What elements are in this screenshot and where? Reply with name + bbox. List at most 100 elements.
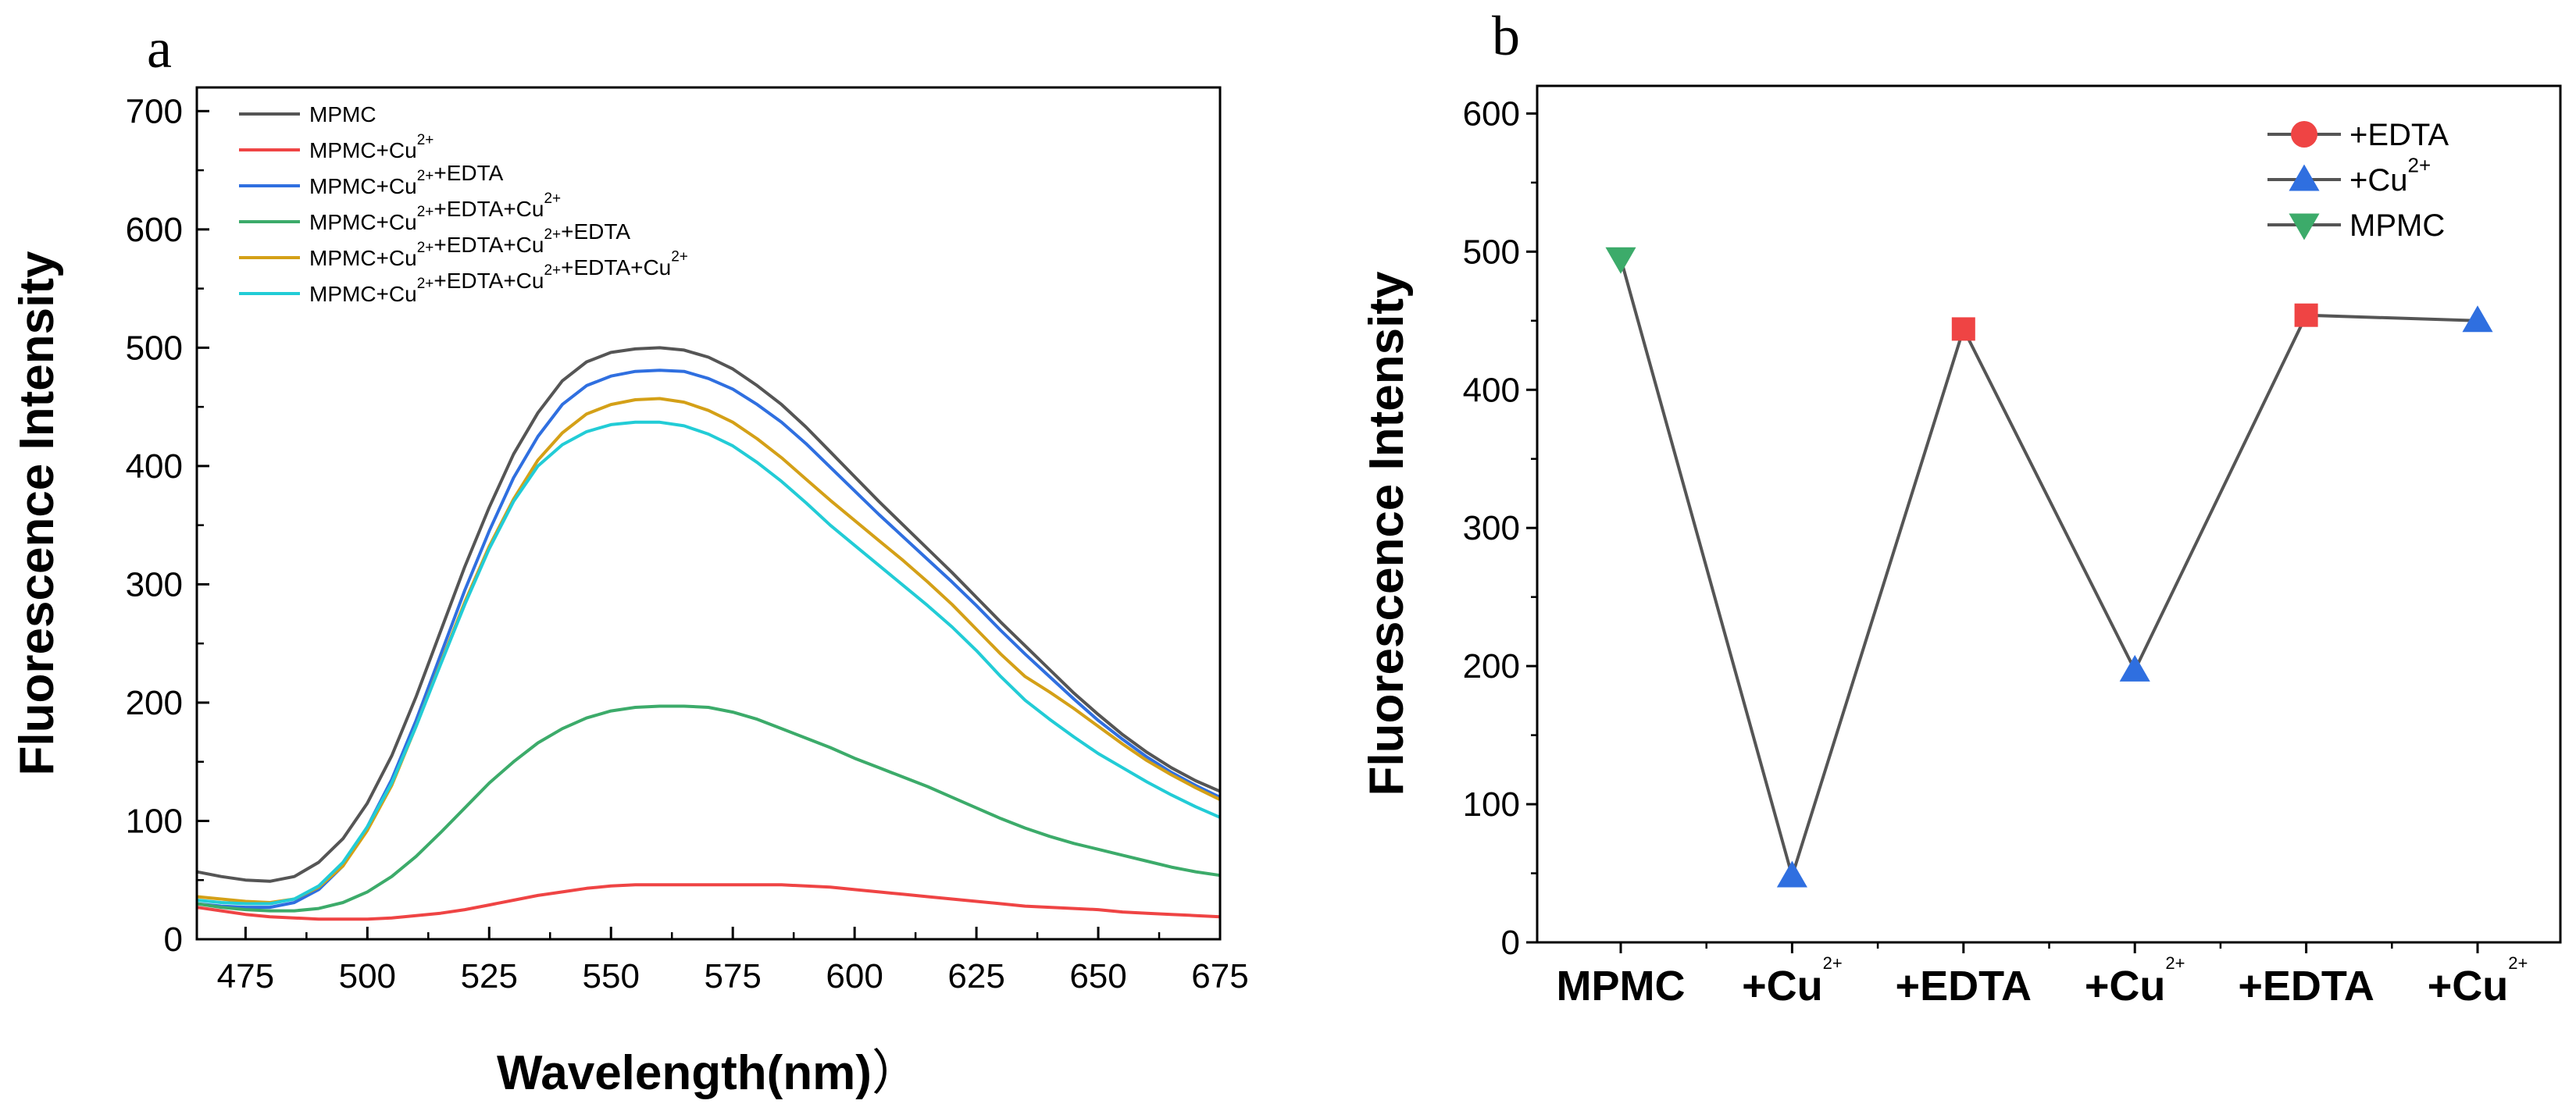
panel-a-legend-label-4: MPMC+Cu2++EDTA+Cu2+ — [309, 191, 561, 234]
panel-b-y-tick-label: 100 — [1463, 785, 1520, 824]
panel-a-x-tick-label: 575 — [704, 957, 761, 995]
panel-a-legend-label-6: MPMC+Cu2++EDTA+Cu2++EDTA+Cu2+ — [309, 249, 688, 306]
panel-a-legend-label-2-part1-sup: 2+ — [417, 132, 434, 148]
panel-a-x-axis-title: Wavelength(nm)） — [497, 1046, 920, 1100]
panel-a-y-tick-label: 700 — [126, 92, 183, 130]
panel-b-y-tick-label: 200 — [1463, 647, 1520, 685]
panel-b-legend-marker-3 — [2289, 213, 2320, 240]
panel-a-legend-label-4-part1-sup: 2+ — [417, 204, 434, 220]
panel-a-legend-label-6-part1-text: MPMC+Cu — [309, 282, 417, 306]
panel-a-legend-label-2-part1-text: MPMC+Cu — [309, 138, 417, 162]
panel-b-y-tick-label: 600 — [1463, 94, 1520, 133]
panel-b-category-label-2: +Cu2+ — [1742, 953, 1843, 1010]
panel-a-legend-label-5: MPMC+Cu2++EDTA+Cu2++EDTA — [309, 219, 630, 270]
panel-a-series-line-6 — [196, 420, 1221, 906]
panel-a-legend-label-6-part1-sup: 2+ — [417, 276, 434, 292]
panel-a-x-tick-label: 600 — [826, 957, 883, 995]
panel-b-legend-label-2-text: +Cu — [2349, 163, 2408, 198]
panel-b-category-label-5: +EDTA — [2238, 963, 2374, 1010]
panel-a-y-tick-label: 0 — [164, 920, 183, 959]
panel-b-y-tick-label: 0 — [1501, 924, 1520, 962]
panel-a-legend-label-6-part3-text: +EDTA+Cu — [561, 255, 671, 280]
panel-a-x-tick-label: 625 — [947, 957, 1004, 995]
panel-a-x-axis-title-main: Wavelength(nm) — [497, 1046, 872, 1100]
panel-a-legend-label-3: MPMC+Cu2++EDTA — [309, 161, 504, 198]
panel-a-y-tick-label: 400 — [126, 447, 183, 486]
panel-b-category-label-4-text: +Cu — [2085, 963, 2166, 1010]
panel-b-category-label-3: +EDTA — [1896, 963, 2032, 1010]
panel-a-y-tick-label: 100 — [126, 802, 183, 840]
panel-b-data-marker-5 — [2294, 303, 2318, 327]
panel-b-category-label-6: +Cu2+ — [2428, 953, 2528, 1010]
panel-b-series-line — [1619, 258, 2478, 882]
panel-a-legend-label-3-part2-text: +EDTA — [433, 161, 503, 185]
panel-b-legend-label-1-text: +EDTA — [2349, 118, 2449, 152]
panel-b-data-marker-2 — [1776, 860, 1807, 888]
panel-a-legend: MPMCMPMC+Cu2+MPMC+Cu2++EDTAMPMC+Cu2++EDT… — [239, 102, 688, 306]
panel-a-series-line-1 — [196, 346, 1221, 883]
panel-a-y-tick-label: 200 — [126, 684, 183, 722]
panel-a-series-line-2 — [196, 883, 1221, 921]
panel-a-series-line-4 — [196, 704, 1221, 913]
panel-a-legend-label-5-part1-sup: 2+ — [417, 240, 434, 256]
panel-b-y-axis-title: Fluorescence Intensity — [1360, 271, 1414, 796]
panel-a-y-tick-label: 500 — [126, 329, 183, 367]
panel-b-legend-label-2-sup: 2+ — [2408, 154, 2432, 177]
panel-a-y-tick-label: 600 — [126, 211, 183, 249]
panel-b-category-label-2-text: +Cu — [1742, 963, 1823, 1010]
panel-a-x-axis-title-paren: ） — [872, 1046, 920, 1100]
panel-a-legend-label-4-part1-text: MPMC+Cu — [309, 210, 417, 234]
panel-a-legend-label-3-part1-sup: 2+ — [417, 168, 434, 184]
panel-a-legend-label-6-part2-sup: 2+ — [544, 262, 561, 279]
panel-b-data-marker-3 — [1951, 317, 1975, 341]
panel-a-legend-label-5-part3-text: +EDTA — [561, 219, 630, 244]
panel-b-category-label-4-sup: 2+ — [2165, 953, 2185, 973]
panel-b-data-marker-4 — [2119, 654, 2150, 682]
panel-b-legend-marker-2 — [2289, 164, 2320, 191]
panel-b-legend-label-3: MPMC — [2349, 208, 2445, 243]
panel-b-data-marker-6 — [2462, 305, 2493, 333]
panel-b-category-label-1-text: MPMC — [1557, 963, 1686, 1010]
panel-b-label: b — [1492, 5, 1520, 67]
panel-b-y-tick-label: 300 — [1463, 509, 1520, 547]
panel-a-x-tick-label: 650 — [1069, 957, 1126, 995]
panel-a-legend-label-3-part1-text: MPMC+Cu — [309, 174, 417, 198]
panel-a-chart: a 0 100 200 300 400 500 600 700 475 500 525 550 575… — [10, 17, 1249, 1100]
panel-a-x-tick-label: 500 — [339, 957, 396, 995]
panel-b-y-tick-label: 500 — [1463, 233, 1520, 271]
panel-a-legend-label-5-part2-sup: 2+ — [544, 226, 561, 243]
panel-a-legend-label-6-part3-sup: 2+ — [671, 249, 688, 265]
panel-a-plot-frame — [195, 86, 1222, 941]
panel-a-series-line-5 — [196, 397, 1221, 904]
panel-b-category-label-5-text: +EDTA — [2238, 963, 2374, 1010]
panel-a-legend-label-4-part2-sup: 2+ — [544, 191, 561, 207]
panel-b-legend-marker-1 — [2291, 121, 2317, 148]
panel-a-legend-label-1: MPMC — [309, 102, 376, 126]
panel-b-legend-label-3-text: MPMC — [2349, 208, 2445, 243]
panel-b-data-marker-1 — [1605, 247, 1636, 274]
panel-a-legend-label-5-part1-text: MPMC+Cu — [309, 246, 417, 270]
panel-a-legend-label-1-text: MPMC — [309, 102, 376, 126]
panel-a-legend-label-4-part2-text: +EDTA+Cu — [433, 197, 544, 221]
panel-b-category-label-1: MPMC — [1557, 963, 1686, 1010]
panel-b-legend-label-1: +EDTA — [2349, 118, 2449, 152]
panel-a-y-axis-title: Fluorescence Intensity — [10, 251, 64, 775]
panel-b-category-label-3-text: +EDTA — [1896, 963, 2032, 1010]
panel-a-x-tick-label: 525 — [461, 957, 518, 995]
panel-a-y-tick-label: 300 — [126, 565, 183, 604]
panel-b-category-label-4: +Cu2+ — [2085, 953, 2185, 1010]
panel-b-category-label-6-sup: 2+ — [2508, 953, 2528, 973]
panel-b-y-tick-label: 400 — [1463, 371, 1520, 409]
panel-a-label: a — [147, 17, 172, 80]
panel-a-legend-label-5-part2-text: +EDTA+Cu — [433, 233, 544, 257]
panel-b-category-label-2-sup: 2+ — [1823, 953, 1843, 973]
panel-b-legend: +EDTA +Cu2+ MPMC — [2267, 118, 2449, 243]
panel-b-category-label-6-text: +Cu — [2428, 963, 2509, 1010]
panel-a-x-tick-label: 550 — [583, 957, 640, 995]
panel-a-x-tick-label: 675 — [1191, 957, 1248, 995]
panel-a-legend-label-2: MPMC+Cu2+ — [309, 132, 433, 162]
panel-a-legend-label-6-part2-text: +EDTA+Cu — [433, 269, 544, 293]
panel-a-x-tick-label: 475 — [217, 957, 274, 995]
